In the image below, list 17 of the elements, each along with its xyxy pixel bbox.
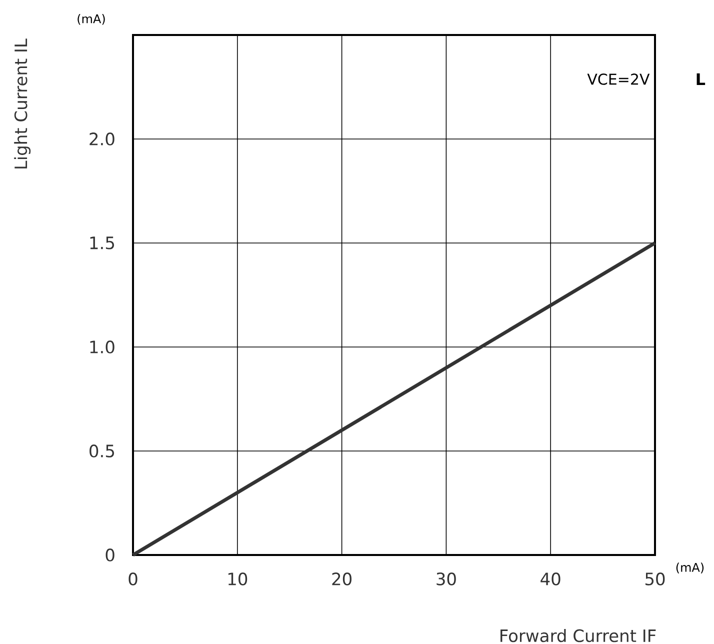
x-tick-label: 30 (436, 572, 456, 586)
y-axis-title: Light Current IL (14, 38, 31, 168)
y-tick-label: 1.5 (90, 236, 114, 250)
text: (mA) (78, 14, 105, 25)
x-tick-label: 20 (332, 572, 352, 586)
x-tick-label: 0 (128, 572, 138, 586)
y-tick-label: 0 (106, 548, 114, 562)
x-axis-title: Forward Current IF (500, 629, 656, 642)
x-tick-label: 10 (228, 572, 248, 586)
y-tick-label: 2.0 (90, 132, 114, 146)
annotation: VCE=2V (587, 74, 650, 85)
x-tick-label: 40 (540, 572, 560, 586)
text: (mA) (676, 562, 704, 574)
text: L (696, 73, 706, 86)
x-tick-label: 50 (646, 572, 665, 586)
y-tick-label: 0.5 (90, 444, 114, 458)
y-tick-label: 1.0 (90, 340, 114, 354)
